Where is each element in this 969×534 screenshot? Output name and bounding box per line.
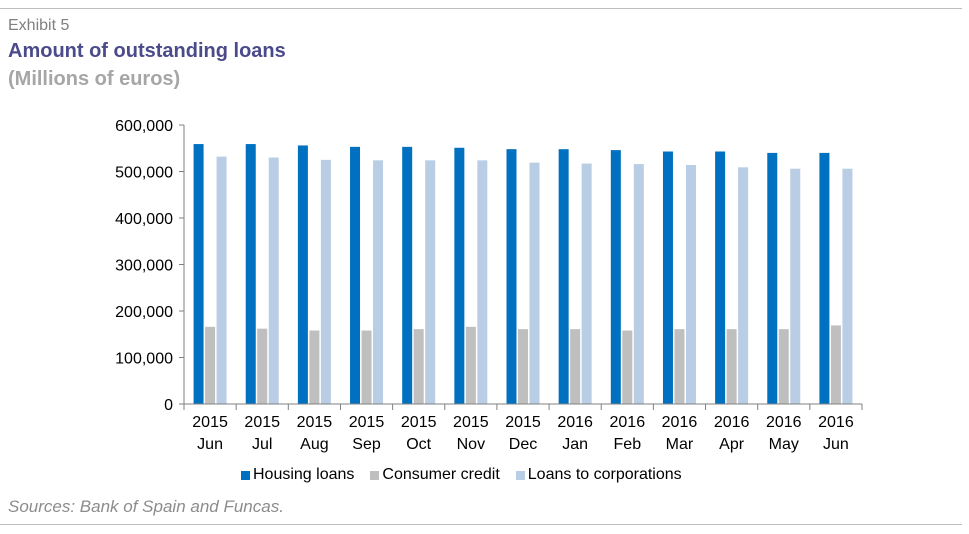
bar-series-1-cat-3	[361, 330, 372, 404]
bar-series-2-cat-12	[842, 168, 853, 404]
x-tick-label-month-7: Jan	[562, 436, 588, 453]
x-tick-label-month-1: Jul	[252, 436, 272, 453]
legend-item-consumer: Consumer credit	[370, 466, 500, 484]
bar-series-0-cat-0	[193, 144, 204, 404]
bar-series-1-cat-0	[205, 326, 216, 404]
bar-series-1-cat-4	[413, 329, 424, 404]
x-tick-label-year-3: 2015	[349, 414, 385, 431]
bar-series-1-cat-11	[778, 329, 789, 404]
bar-series-2-cat-0	[216, 156, 227, 404]
x-tick-label-year-12: 2016	[818, 414, 854, 431]
y-tick-label-3: 300,000	[115, 258, 173, 275]
x-tick-label-year-6: 2015	[505, 414, 541, 431]
legend-label-consumer: Consumer credit	[382, 466, 500, 483]
x-tick-label-month-0: Jun	[197, 436, 223, 453]
x-tick-label-year-9: 2016	[662, 414, 698, 431]
bar-series-2-cat-5	[477, 160, 488, 404]
x-tick-label-year-0: 2015	[192, 414, 228, 431]
y-tick-label-5: 500,000	[115, 165, 173, 182]
x-tick-label-month-3: Sep	[352, 436, 381, 453]
bar-series-0-cat-4	[402, 146, 413, 405]
top-rule	[0, 8, 962, 9]
source-note: Sources: Bank of Spain and Funcas.	[8, 497, 284, 516]
chart-subtitle: (Millions of euros)	[8, 68, 181, 90]
bar-series-0-cat-8	[610, 150, 621, 404]
bar-series-0-cat-1	[245, 144, 256, 404]
bar-series-0-cat-2	[297, 145, 308, 404]
bottom-rule	[0, 524, 962, 525]
legend-label-corporations: Loans to corporations	[527, 466, 682, 483]
x-tick-label-year-11: 2016	[766, 414, 802, 431]
bar-series-0-cat-7	[558, 149, 569, 404]
bar-series-2-cat-10	[738, 167, 749, 404]
bar-series-2-cat-6	[529, 162, 540, 404]
x-tick-label-year-8: 2016	[610, 414, 646, 431]
bar-series-1-cat-1	[257, 328, 268, 404]
bar-series-1-cat-12	[830, 325, 841, 404]
legend-item-housing: Housing loans	[241, 466, 354, 484]
x-tick-label-year-1: 2015	[244, 414, 280, 431]
y-tick-label-2: 200,000	[115, 304, 173, 321]
bar-series-2-cat-11	[790, 168, 801, 404]
bar-series-1-cat-5	[465, 326, 476, 404]
bar-series-1-cat-8	[622, 330, 633, 404]
legend: Housing loans Consumer credit Loans to c…	[241, 466, 698, 484]
x-tick-label-month-8: Feb	[614, 436, 642, 453]
bar-series-2-cat-8	[633, 164, 644, 404]
legend-swatch-housing	[241, 470, 250, 480]
x-tick-label-month-6: Dec	[509, 436, 537, 453]
exhibit-label: Exhibit 5	[8, 17, 70, 34]
y-tick-label-6: 600,000	[115, 118, 173, 135]
bar-series-2-cat-4	[425, 160, 436, 404]
bar-series-1-cat-6	[518, 329, 528, 404]
bar-series-0-cat-11	[767, 152, 778, 404]
x-tick-label-year-2: 2015	[297, 414, 333, 431]
x-tick-label-year-4: 2015	[401, 414, 437, 431]
legend-label-housing: Housing loans	[253, 466, 355, 483]
chart-title: Amount of outstanding loans	[8, 40, 286, 62]
x-tick-label-year-5: 2015	[453, 414, 489, 431]
bar-series-2-cat-1	[268, 157, 279, 404]
bar-series-0-cat-9	[662, 151, 673, 404]
bar-series-0-cat-3	[350, 146, 361, 405]
y-tick-label-1: 100,000	[115, 351, 173, 368]
bar-series-1-cat-10	[726, 329, 737, 404]
y-tick-label-4: 400,000	[115, 211, 173, 228]
bar-series-0-cat-12	[819, 152, 830, 404]
bar-series-2-cat-7	[581, 163, 592, 404]
bar-series-2-cat-2	[320, 159, 331, 404]
bar-series-0-cat-6	[506, 149, 517, 404]
x-tick-label-month-12: Jun	[823, 436, 849, 453]
legend-swatch-corporations	[515, 470, 525, 480]
bar-series-0-cat-5	[454, 147, 465, 404]
x-tick-label-month-5: Nov	[457, 436, 485, 453]
x-tick-label-month-2: Aug	[300, 436, 328, 453]
x-tick-label-month-4: Oct	[406, 436, 431, 453]
bar-series-1-cat-9	[674, 329, 685, 404]
bar-series-2-cat-3	[373, 160, 384, 404]
bar-series-1-cat-2	[309, 330, 320, 404]
legend-item-corporations: Loans to corporations	[515, 466, 682, 484]
bar-series-2-cat-9	[685, 164, 696, 404]
x-tick-label-month-9: Mar	[666, 436, 694, 453]
x-tick-label-year-7: 2016	[557, 414, 593, 431]
x-tick-label-month-11: May	[769, 436, 799, 453]
x-tick-label-year-10: 2016	[714, 414, 750, 431]
bar-series-1-cat-7	[570, 329, 581, 404]
x-tick-label-month-10: Apr	[719, 436, 745, 453]
legend-swatch-consumer	[370, 470, 380, 480]
bar-series-0-cat-10	[715, 151, 726, 404]
y-tick-label-0: 0	[164, 397, 173, 414]
